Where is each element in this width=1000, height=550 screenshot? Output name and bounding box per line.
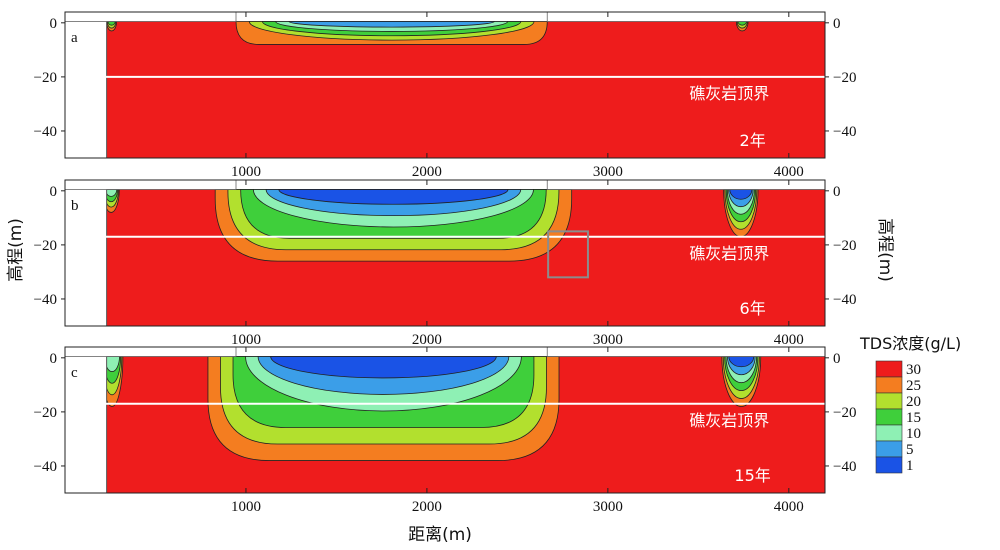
y-tick-label-right: −20 <box>833 70 856 86</box>
x-tick-label: 3000 <box>593 499 623 515</box>
panel-frame <box>64 346 826 494</box>
x-tick-label: 4000 <box>774 499 804 515</box>
x-tick-label: 1000 <box>231 164 261 180</box>
contour-level-1 <box>270 356 497 379</box>
fresh-lens-3 <box>723 189 759 238</box>
x-tick-label: 1000 <box>231 332 261 348</box>
fresh-lens-2 <box>235 21 548 45</box>
fresh-lens-2 <box>207 356 560 461</box>
y-axis-title-left: 高程(m) <box>6 218 26 282</box>
y-tick-label-right: 0 <box>833 184 841 200</box>
contour-level-5 <box>288 21 495 28</box>
contour-level-15 <box>107 21 116 26</box>
fresh-lens-1 <box>106 21 117 32</box>
y-tick-label-right: −40 <box>833 459 856 475</box>
contour-level-1 <box>729 189 753 200</box>
panel-c: c 礁灰岩顶界 15年 0 −20 −40 0 −20 −40 1000 2000 3000 4000 <box>34 346 856 515</box>
x-tick-label: 1000 <box>231 499 261 515</box>
y-tick-label-right: −40 <box>833 292 856 308</box>
y-tick-label-left: 0 <box>50 184 58 200</box>
legend-label: 15 <box>906 410 921 426</box>
legend-title: TDS浓度(g/L) <box>859 334 961 353</box>
highlight-box <box>547 230 589 279</box>
dike-left <box>65 180 237 190</box>
legend-label: 30 <box>906 362 921 378</box>
fresh-lens-3 <box>721 356 762 407</box>
x-tick-label: 2000 <box>412 164 442 180</box>
panel-frame <box>64 179 826 327</box>
legend-swatch-15 <box>875 408 903 426</box>
panel-frame <box>64 11 826 159</box>
legend-swatch-30 <box>875 360 903 378</box>
legend-swatch-20 <box>875 392 903 410</box>
y-axis-title-right: 高程(m) <box>875 218 895 282</box>
x-tick-label: 4000 <box>774 332 804 348</box>
x-tick-label: 3000 <box>593 164 623 180</box>
y-tick-label-left: 0 <box>50 16 58 32</box>
contour-level-1 <box>728 356 755 368</box>
contour-level-15 <box>737 21 747 26</box>
legend-swatch-5 <box>875 440 903 458</box>
dike-right <box>546 12 825 22</box>
legend-label: 5 <box>906 442 914 458</box>
y-tick-label-left: −20 <box>34 238 57 254</box>
dike-right <box>546 347 825 357</box>
dike-left <box>65 347 237 357</box>
y-tick-label-left: −20 <box>34 405 57 421</box>
legend-label: 20 <box>906 394 921 410</box>
dike-left <box>65 12 237 22</box>
x-axis-title: 距离(m) <box>408 525 472 545</box>
time-label: 6年 <box>740 299 766 318</box>
panel-letter: b <box>71 198 79 214</box>
panel-b: b 礁灰岩顶界 6年 0 −20 −40 0 −20 −40 1000 2000 3000 4000 <box>34 179 856 348</box>
legend-label: 25 <box>906 378 921 394</box>
y-tick-label-right: −20 <box>833 405 856 421</box>
x-tick-label: 2000 <box>412 499 442 515</box>
fresh-lens-3 <box>735 21 749 32</box>
x-tick-label: 3000 <box>593 332 623 348</box>
legend-swatch-1 <box>875 456 903 474</box>
y-tick-label-left: 0 <box>50 351 58 367</box>
dike-right <box>546 180 825 190</box>
panels: a 礁灰岩顶界 2年 0 −20 −40 0 −20 −40 1000 2000 3000 4000 b 礁… <box>34 11 856 515</box>
limestone-top-label: 礁灰岩顶界 <box>689 84 769 103</box>
legend-swatch-10 <box>875 424 903 442</box>
x-tick-label: 2000 <box>412 332 442 348</box>
fresh-lens-2 <box>214 189 573 262</box>
land-left <box>65 12 107 158</box>
y-tick-label-left: −40 <box>34 124 57 140</box>
y-tick-label-right: 0 <box>833 16 841 32</box>
y-tick-label-left: −20 <box>34 70 57 86</box>
time-label: 2年 <box>740 131 766 150</box>
limestone-top-label: 礁灰岩顶界 <box>689 411 769 430</box>
y-tick-label-left: −40 <box>34 459 57 475</box>
contour-level-1 <box>278 189 509 205</box>
y-tick-label-right: −40 <box>833 124 856 140</box>
x-tick-label: 4000 <box>774 164 804 180</box>
y-tick-label-left: −40 <box>34 292 57 308</box>
time-label: 15年 <box>734 466 770 485</box>
panel-letter: a <box>71 30 78 46</box>
y-tick-label-right: 0 <box>833 351 841 367</box>
land-left <box>65 180 107 326</box>
legend-label: 1 <box>906 458 914 474</box>
limestone-top-label: 礁灰岩顶界 <box>689 244 769 263</box>
legend-swatch-25 <box>875 376 903 394</box>
land-left <box>65 347 107 493</box>
y-tick-label-right: −20 <box>833 238 856 254</box>
legend-label: 10 <box>906 426 921 442</box>
panel-a: a 礁灰岩顶界 2年 0 −20 −40 0 −20 −40 1000 2000 3000 4000 <box>34 11 856 180</box>
panel-letter: c <box>71 365 78 381</box>
